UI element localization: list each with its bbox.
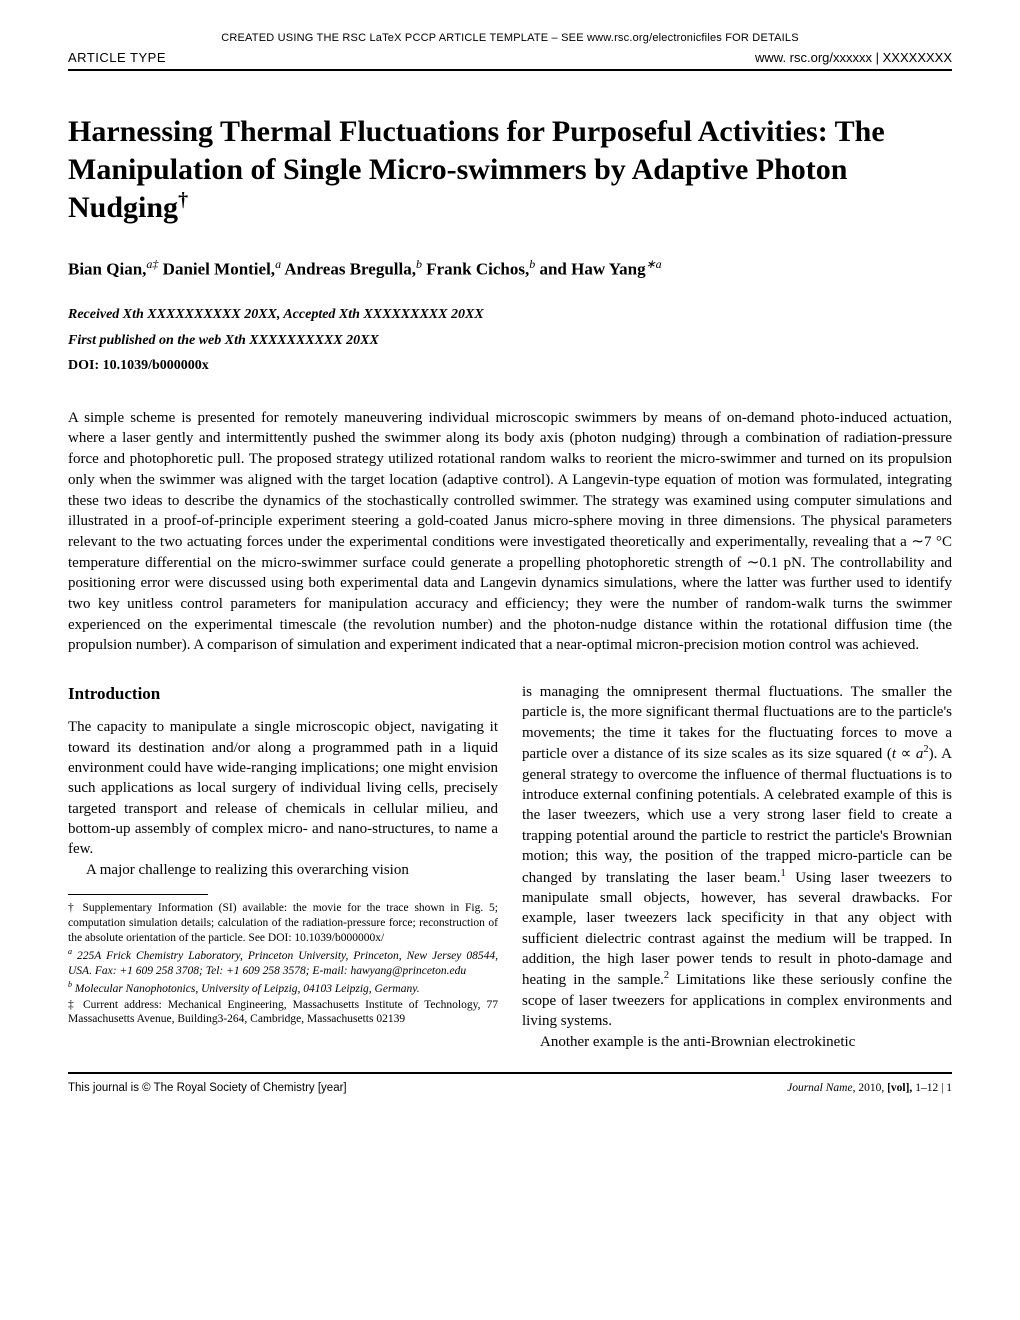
title-dagger: † bbox=[178, 189, 188, 211]
authors-line: Bian Qian,a‡ Daniel Montiel,a Andreas Br… bbox=[68, 257, 952, 280]
journal-url: www. rsc.org/xxxxxx | XXXXXXXX bbox=[755, 50, 952, 65]
footer-rule bbox=[68, 1072, 952, 1074]
abstract: A simple scheme is presented for remotel… bbox=[68, 408, 952, 656]
footnote-rule bbox=[68, 894, 208, 895]
left-column: Introduction The capacity to manipulate … bbox=[68, 682, 498, 1052]
intro-p1: The capacity to manipulate a single micr… bbox=[68, 717, 498, 860]
template-note: CREATED USING THE RSC LaTeX PCCP ARTICLE… bbox=[68, 32, 952, 44]
footer-year: , 2010, bbox=[853, 1082, 888, 1094]
header-bar: ARTICLE TYPE www. rsc.org/xxxxxx | XXXXX… bbox=[68, 50, 952, 71]
footer-pages: 1–12 | 1 bbox=[915, 1082, 952, 1094]
meta-received: Received Xth XXXXXXXXXX 20XX, Accepted X… bbox=[68, 305, 952, 325]
title-text: Harnessing Thermal Fluctuations for Purp… bbox=[68, 115, 885, 224]
aff-b-label: b bbox=[68, 980, 72, 989]
meta-doi: DOI: 10.1039/b000000x bbox=[68, 358, 952, 374]
right-column: is managing the omnipresent thermal fluc… bbox=[522, 682, 952, 1052]
aff-b-text: Molecular Nanophotonics, University of L… bbox=[75, 983, 420, 995]
footer-journal: Journal Name bbox=[787, 1082, 852, 1094]
meta-published: First published on the web Xth XXXXXXXXX… bbox=[68, 331, 952, 351]
intro-p4: Another example is the anti-Brownian ele… bbox=[522, 1032, 952, 1052]
footer-left: This journal is © The Royal Society of C… bbox=[68, 1082, 347, 1094]
body-columns: Introduction The capacity to manipulate … bbox=[68, 682, 952, 1052]
footnote-aff-b: b Molecular Nanophotonics, University of… bbox=[68, 980, 498, 997]
article-type-label: ARTICLE TYPE bbox=[68, 50, 166, 65]
intro-p2: A major challenge to realizing this over… bbox=[68, 860, 498, 880]
intro-heading: Introduction bbox=[68, 682, 498, 705]
paper-title: Harnessing Thermal Fluctuations for Purp… bbox=[68, 113, 952, 227]
footnote-si: † Supplementary Information (SI) availab… bbox=[68, 901, 498, 946]
aff-a-label: a bbox=[68, 947, 72, 956]
page-footer: This journal is © The Royal Society of C… bbox=[68, 1082, 952, 1094]
aff-a-text: 225A Frick Chemistry Laboratory, Princet… bbox=[68, 950, 498, 977]
footer-vol: [vol], bbox=[887, 1082, 912, 1094]
footnotes: † Supplementary Information (SI) availab… bbox=[68, 901, 498, 1027]
footnote-aff-a: a 225A Frick Chemistry Laboratory, Princ… bbox=[68, 947, 498, 979]
footnote-current: ‡ Current address: Mechanical Engineerin… bbox=[68, 998, 498, 1028]
intro-p3: is managing the omnipresent thermal fluc… bbox=[522, 682, 952, 1032]
footer-right: Journal Name, 2010, [vol], 1–12 | 1 bbox=[787, 1082, 952, 1094]
